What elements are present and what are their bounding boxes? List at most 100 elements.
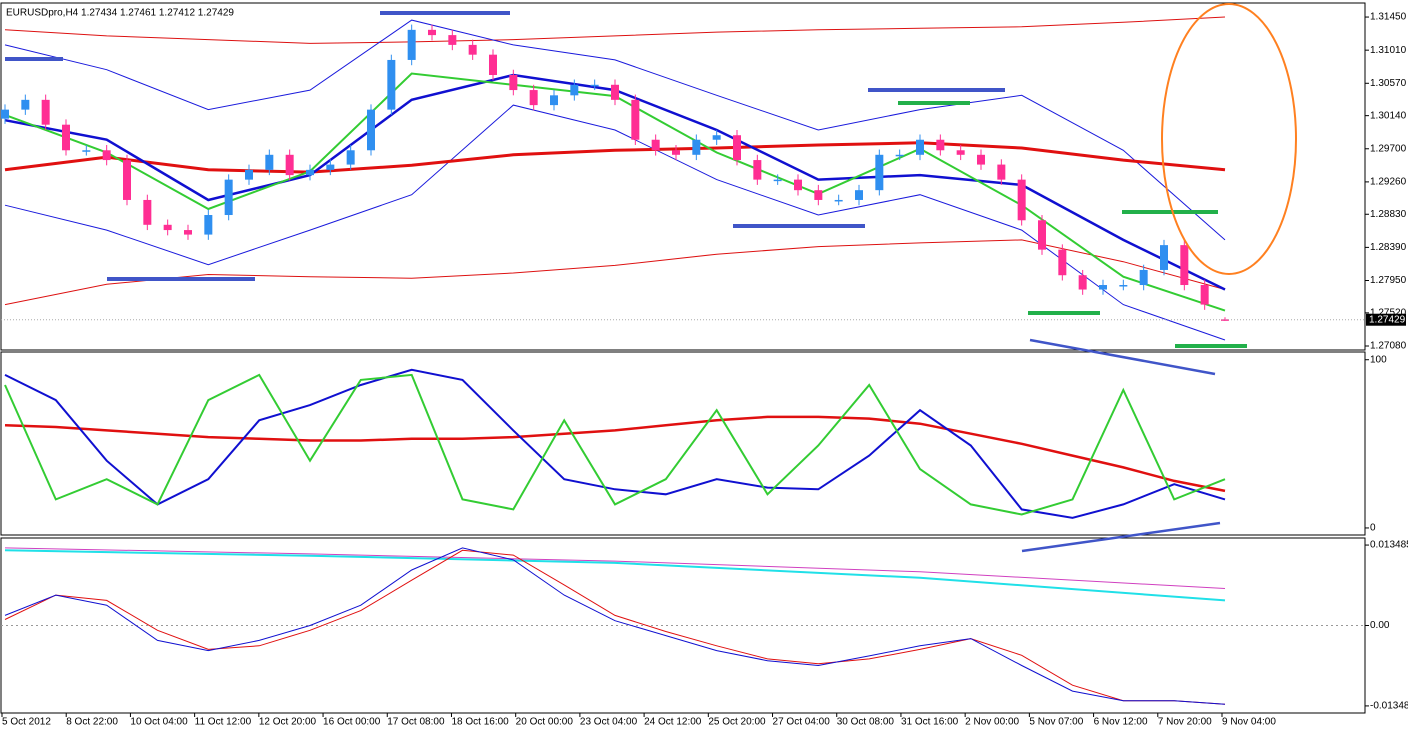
candle-body: [692, 139, 701, 155]
candle-body: [184, 230, 192, 235]
y-tick-label: 1.30140: [1370, 110, 1407, 121]
y-tick-label: 1.31450: [1370, 12, 1407, 23]
x-tick-label: 18 Oct 16:00: [451, 717, 509, 728]
candle-body: [1038, 220, 1046, 250]
y-tick-label: 0.013485: [1370, 540, 1408, 551]
candle-body: [672, 150, 680, 155]
x-tick-label: 6 Nov 12:00: [1094, 717, 1148, 728]
y-tick-label: 0: [1370, 523, 1376, 534]
x-tick-label: 25 Oct 20:00: [708, 717, 766, 728]
indicator-line: [4, 549, 1226, 602]
x-tick-label: 5 Oct 2012: [2, 717, 51, 728]
candle-body: [590, 84, 599, 87]
candle-body: [21, 99, 30, 110]
candle-body: [794, 179, 802, 191]
candle-body: [1139, 269, 1148, 286]
x-tick-label: 8 Oct 22:00: [66, 717, 118, 728]
trend-line: [1021, 521, 1221, 553]
x-tick-label: 20 Oct 00:00: [516, 717, 574, 728]
candle-body: [407, 29, 416, 60]
x-tick-label: 27 Oct 04:00: [773, 717, 831, 728]
x-tick-label: 23 Oct 04:00: [580, 717, 638, 728]
indicator-line: [4, 547, 1226, 705]
x-tick-label: 12 Oct 20:00: [259, 717, 317, 728]
candle-body: [428, 29, 436, 36]
candle-body: [509, 75, 518, 91]
candle-body: [631, 99, 640, 140]
trend-line: [1029, 338, 1216, 376]
candle-body: [611, 84, 619, 100]
y-tick-label: -0.01348: [1370, 701, 1408, 712]
candle-body: [855, 190, 863, 200]
candle-body: [62, 124, 70, 151]
candle-body: [733, 135, 741, 161]
candle-body: [224, 179, 233, 216]
candle-body: [977, 154, 985, 165]
indicator-line: [4, 549, 1226, 705]
oscillator-panel: [0, 351, 1366, 536]
y-tick-label: 1.27080: [1370, 341, 1407, 352]
x-tick-label: 16 Oct 00:00: [323, 717, 381, 728]
indicator-line: [4, 16, 1226, 44]
candle-body: [489, 54, 497, 76]
indicator-line: [4, 239, 1226, 306]
y-tick-label: 1.31010: [1370, 45, 1407, 56]
indicator-line: [4, 368, 1226, 519]
chart-title: EURUSDpro,H4 1.27434 1.27461 1.27412 1.2…: [6, 8, 234, 19]
candle-body: [570, 84, 579, 96]
candle-body: [1099, 285, 1107, 290]
candle-body: [306, 169, 314, 176]
candle-body: [1119, 285, 1128, 287]
y-tick-label: 1.27950: [1370, 275, 1407, 286]
candle-body: [1017, 179, 1026, 221]
price-panel: [0, 2, 1366, 351]
candle-body: [1058, 249, 1067, 276]
candle-body: [102, 150, 111, 161]
candle-body: [814, 190, 823, 200]
x-tick-label: 7 Nov 20:00: [1158, 717, 1212, 728]
candle-body: [916, 139, 924, 155]
candle-body: [753, 160, 762, 180]
x-tick-label: 30 Oct 08:00: [837, 717, 895, 728]
y-tick-label: 1.29260: [1370, 177, 1407, 188]
candle-body: [834, 199, 843, 202]
candle-body: [123, 160, 131, 200]
indicator-line: [4, 373, 1226, 516]
highlight-ellipse: [1161, 3, 1297, 275]
indicator-line: [4, 104, 1226, 341]
candle-body: [82, 150, 91, 152]
indicator-line: [4, 19, 1226, 241]
candle-body: [529, 90, 538, 106]
indicator-line: [4, 547, 1226, 589]
y-tick-label: 1.28390: [1370, 242, 1407, 253]
y-tick-label: 1.27520: [1370, 308, 1407, 319]
candle-body: [895, 154, 904, 157]
user-drawings: [5, 3, 1297, 553]
candle-body: [468, 44, 477, 55]
candle-body: [875, 154, 884, 191]
candle-body: [1, 109, 9, 119]
candle-body: [1200, 285, 1209, 305]
candle-body: [448, 35, 457, 45]
x-tick-label: 9 Nov 04:00: [1222, 717, 1276, 728]
candle-body: [245, 169, 253, 180]
candle-body: [387, 59, 396, 110]
y-tick-label: 1.28830: [1370, 209, 1407, 220]
y-tick-label: 1.29700: [1370, 143, 1407, 154]
candle-body: [265, 154, 274, 170]
y-tick-label: 0.00: [1370, 620, 1390, 631]
candle-body: [1180, 245, 1189, 286]
y-tick-label: 1.30570: [1370, 78, 1407, 89]
candle-body: [550, 95, 558, 106]
x-tick-label: 11 Oct 12:00: [195, 717, 252, 728]
candle-body: [936, 139, 945, 151]
candle-body: [346, 150, 355, 165]
candle-body: [367, 109, 375, 151]
x-tick-label: 5 Nov 07:00: [1029, 717, 1083, 728]
candle-body: [1160, 245, 1168, 270]
candle-body: [712, 135, 721, 140]
candle-body: [773, 179, 782, 182]
x-tick-label: 31 Oct 16:00: [901, 717, 959, 728]
